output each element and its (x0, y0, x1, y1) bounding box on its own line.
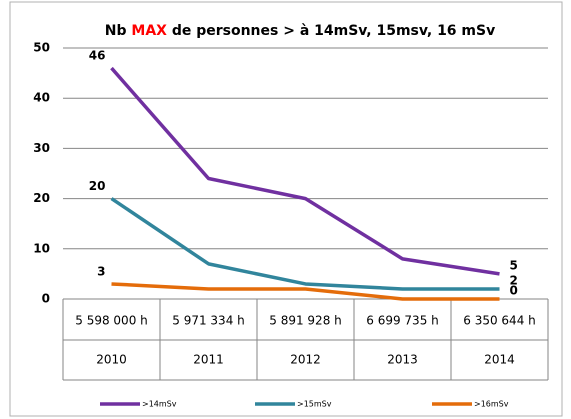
chart-title: Nb MAX de personnes > à 14mSv, 15msv, 16… (105, 23, 495, 39)
y-tick-label: 0 (42, 292, 50, 306)
value-label: 20 (89, 179, 106, 193)
x-sublabel: 5 598 000 h (75, 314, 148, 328)
x-tick-label: 2012 (290, 353, 321, 367)
x-tick-label: 2014 (484, 353, 515, 367)
value-label: 46 (89, 49, 106, 63)
title-highlight: MAX (131, 23, 167, 39)
legend-label: >15mSv (297, 400, 332, 409)
legend-label: >14mSv (142, 400, 177, 409)
x-sublabel: 5 971 334 h (172, 314, 245, 328)
x-tick-label: 2013 (387, 353, 418, 367)
y-tick-label: 20 (33, 191, 50, 205)
chart-frame (9, 1, 563, 417)
value-label: 2 (510, 273, 518, 287)
series-line (110, 66, 500, 276)
title-part: de personnes > à 14mSv, 15msv, 16 mSv (172, 23, 495, 39)
series-line (111, 282, 500, 301)
value-label: 0 (510, 284, 518, 298)
series-line (110, 197, 500, 291)
x-tick-label: 2011 (193, 353, 224, 367)
title-part: Nb (105, 23, 127, 39)
x-tick-label: 2010 (96, 353, 127, 367)
y-tick-label: 40 (33, 91, 50, 105)
y-tick-label: 50 (33, 41, 50, 55)
x-sublabel: 6 350 644 h (463, 314, 536, 328)
value-label: 3 (97, 264, 105, 278)
x-sublabel: 6 699 735 h (366, 314, 439, 328)
y-tick-label: 10 (33, 241, 50, 255)
x-sublabel: 5 891 928 h (269, 314, 342, 328)
legend-label: >16mSv (474, 400, 509, 409)
y-tick-label: 30 (33, 141, 50, 155)
value-label: 5 (510, 258, 518, 272)
